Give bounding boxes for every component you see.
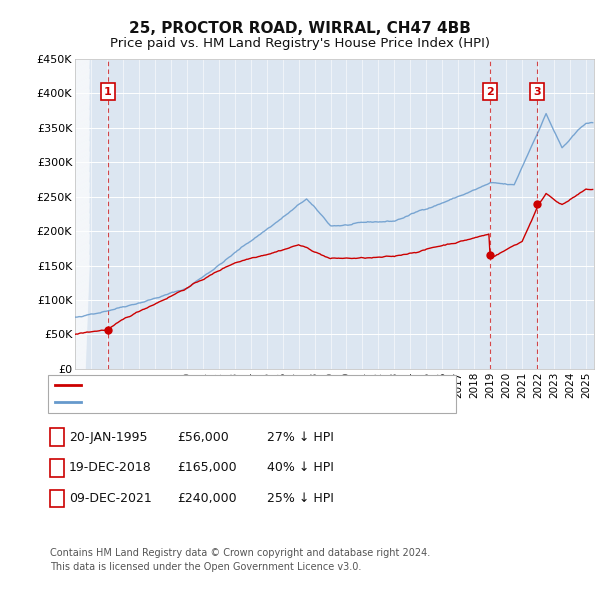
Text: 1: 1 bbox=[53, 431, 61, 444]
Text: 2: 2 bbox=[486, 87, 493, 97]
Text: 25, PROCTOR ROAD, WIRRAL, CH47 4BB: 25, PROCTOR ROAD, WIRRAL, CH47 4BB bbox=[129, 21, 471, 35]
Text: Price paid vs. HM Land Registry's House Price Index (HPI): Price paid vs. HM Land Registry's House … bbox=[110, 37, 490, 50]
Text: 09-DEC-2021: 09-DEC-2021 bbox=[69, 492, 152, 505]
Text: 27% ↓ HPI: 27% ↓ HPI bbox=[267, 431, 334, 444]
Text: 40% ↓ HPI: 40% ↓ HPI bbox=[267, 461, 334, 474]
Text: 25, PROCTOR ROAD, WIRRAL, CH47 4BB (detached house): 25, PROCTOR ROAD, WIRRAL, CH47 4BB (deta… bbox=[85, 379, 430, 392]
Text: 2: 2 bbox=[53, 461, 61, 474]
Text: 1: 1 bbox=[104, 87, 112, 97]
Text: £56,000: £56,000 bbox=[177, 431, 229, 444]
Text: Contains HM Land Registry data © Crown copyright and database right 2024.
This d: Contains HM Land Registry data © Crown c… bbox=[50, 548, 430, 572]
Text: HPI: Average price, detached house, Wirral: HPI: Average price, detached house, Wirr… bbox=[85, 396, 338, 409]
Text: 3: 3 bbox=[533, 87, 541, 97]
Text: 3: 3 bbox=[53, 492, 61, 505]
Text: 25% ↓ HPI: 25% ↓ HPI bbox=[267, 492, 334, 505]
Text: £240,000: £240,000 bbox=[177, 492, 236, 505]
Text: 20-JAN-1995: 20-JAN-1995 bbox=[69, 431, 148, 444]
Text: 19-DEC-2018: 19-DEC-2018 bbox=[69, 461, 152, 474]
Text: £165,000: £165,000 bbox=[177, 461, 236, 474]
